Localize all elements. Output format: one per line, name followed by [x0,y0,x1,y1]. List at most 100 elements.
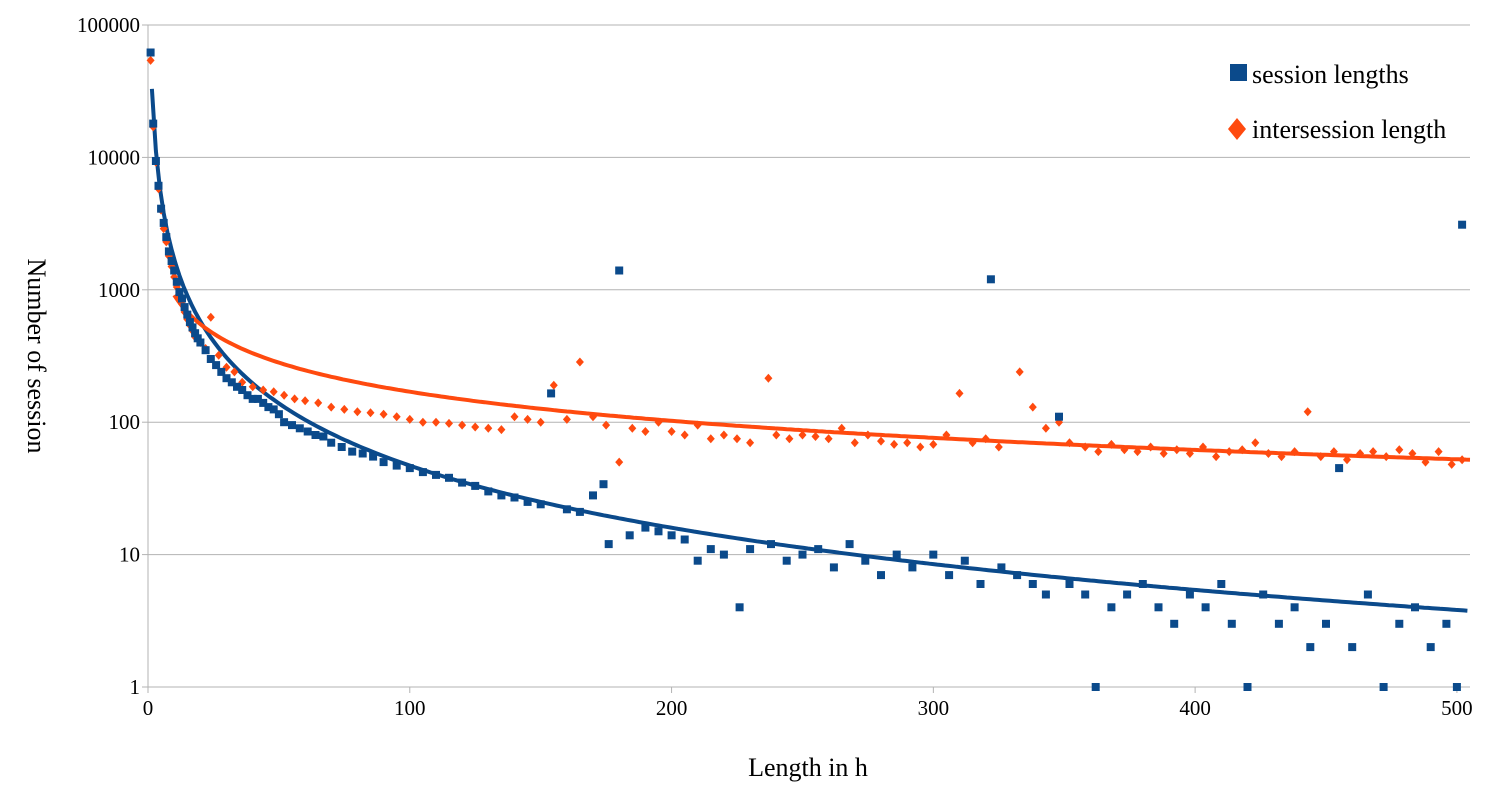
data-points [146,48,1467,691]
point-session [154,181,163,190]
point-session [458,478,467,487]
x-tick-label: 300 [918,696,950,720]
point-session [170,266,179,275]
point-session [1259,590,1268,599]
point-session [243,391,252,400]
point-session [1306,643,1315,652]
point-session [248,394,257,403]
point-session [172,277,181,286]
point-session [471,481,480,490]
point-session [589,491,597,500]
point-intersession [146,55,155,65]
point-intersession [654,417,663,427]
point-session [274,410,283,419]
point-session [1013,571,1022,580]
point-session [1243,683,1252,691]
point-session [1041,590,1050,599]
point-session [1081,590,1090,599]
point-session [188,323,197,332]
point-session [562,505,571,514]
point-session [1170,619,1179,628]
point-session [233,382,241,391]
point-session [719,550,728,559]
y-tick-label: 1000 [98,278,140,302]
point-session [1426,643,1435,652]
point-session [162,233,171,242]
point-intersession [248,382,257,392]
point-session [180,303,189,312]
point-intersession [1369,447,1378,457]
point-intersession [1120,445,1129,455]
point-intersession [1447,459,1456,469]
point-intersession [785,434,794,444]
point-session [798,550,807,559]
point-session [159,218,168,227]
point-session [536,500,545,509]
point-session [861,556,870,565]
point-session [151,157,160,165]
point-intersession [314,398,323,408]
point-session [217,367,226,376]
point-intersession [955,388,964,398]
point-intersession [798,430,807,440]
point-intersession [1434,447,1443,457]
point-session [615,266,624,275]
point-intersession [1277,452,1286,462]
point-session [405,464,414,473]
point-session [1201,603,1210,612]
point-session [1227,619,1236,628]
point-session [654,527,663,536]
point-intersession [890,439,899,449]
point-intersession [366,408,375,418]
point-session [523,497,532,506]
point-session [311,431,320,439]
point-session [1442,619,1451,628]
legend-item-intersession[interactable]: intersession length [1228,115,1446,144]
point-session [157,204,166,213]
point-intersession [1133,447,1142,457]
point-session [484,487,493,496]
point-session [1363,590,1372,599]
point-session [693,556,702,565]
point-intersession [1212,452,1221,462]
point-session [510,493,519,502]
legend-label-session: session lengths [1252,60,1409,89]
point-session [178,294,186,303]
point-intersession [811,432,820,441]
trendline-intersession [172,293,1471,462]
legend-label-intersession: intersession length [1252,115,1446,144]
point-intersession [418,417,427,427]
legend[interactable]: session lengths intersession length [1228,60,1446,144]
point-intersession [340,404,349,414]
point-session [149,119,158,128]
point-session [379,458,388,467]
point-intersession [1185,449,1194,458]
point-session [1217,580,1226,588]
point-intersession [719,430,728,440]
point-session [1138,580,1147,588]
trendline-session [149,88,1468,613]
point-intersession [916,442,925,452]
point-session [1274,619,1283,628]
point-session [782,556,791,565]
point-intersession [1146,442,1155,452]
point-intersession [746,438,755,448]
x-tick-label: 0 [143,696,154,720]
point-session [960,556,969,565]
point-intersession [301,396,310,406]
point-session [1028,580,1037,588]
point-session [1055,412,1063,421]
point-session [418,468,427,477]
point-session [164,247,173,256]
point-session [269,405,278,414]
point-session [238,386,247,394]
legend-item-session[interactable]: session lengths [1230,60,1409,89]
point-intersession [1172,445,1181,455]
y-tick-label: 10 [119,543,140,567]
point-session [1395,619,1404,628]
point-session [1107,603,1116,612]
point-session [303,427,312,436]
point-intersession [641,427,650,436]
y-tick-label: 100000 [77,13,140,37]
